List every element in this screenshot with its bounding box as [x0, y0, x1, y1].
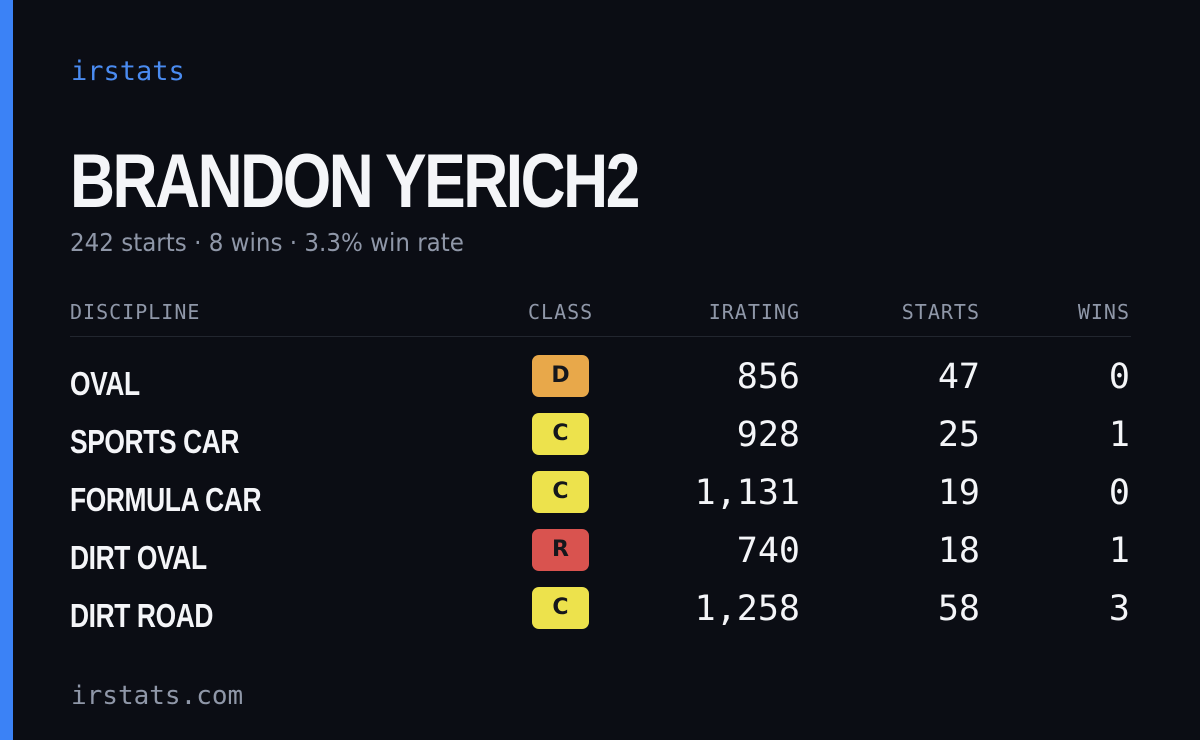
accent-bar: [0, 0, 13, 740]
wins-value: 1: [1108, 415, 1130, 455]
wins-value: 0: [1108, 357, 1130, 397]
irating-value: 740: [736, 531, 800, 571]
discipline-name: SPORTS CAR: [70, 423, 240, 460]
class-badge: D: [532, 355, 589, 397]
class-badge: C: [532, 471, 589, 513]
discipline-name: DIRT ROAD: [70, 597, 214, 634]
brand-logo[interactable]: irstats: [71, 56, 185, 87]
starts-value: 18: [937, 531, 980, 571]
class-badge: C: [532, 587, 589, 629]
irating-value: 856: [736, 357, 800, 397]
table-body: OVAL D 856 47 0 SPORTS CAR C 928 25 1 FO…: [70, 353, 1131, 643]
starts-value: 58: [937, 589, 980, 629]
player-summary: 242 starts · 8 wins · 3.3% win rate: [70, 228, 464, 257]
wins-value: 1: [1108, 531, 1130, 571]
table-header: DISCIPLINE CLASS IRATING STARTS WINS: [70, 296, 1131, 337]
separator: ·: [194, 228, 202, 257]
separator: ·: [289, 228, 298, 257]
header-wins: WINS: [1077, 300, 1130, 324]
discipline-name: FORMULA CAR: [70, 481, 262, 518]
wins-count: 8 wins: [208, 228, 283, 257]
starts-value: 19: [937, 473, 980, 513]
header-irating: IRATING: [708, 300, 800, 324]
table-row: DIRT ROAD C 1,258 58 3: [70, 585, 1131, 643]
irating-value: 1,258: [694, 589, 800, 629]
player-name: BRANDON YERICH2: [70, 139, 640, 224]
table-row: DIRT OVAL R 740 18 1: [70, 527, 1131, 585]
starts-value: 47: [937, 357, 980, 397]
starts-value: 25: [937, 415, 980, 455]
discipline-name: OVAL: [70, 365, 140, 402]
starts-count: 242 starts: [70, 228, 187, 257]
header-class: CLASS: [528, 300, 594, 324]
class-badge: R: [532, 529, 589, 571]
wins-value: 0: [1108, 473, 1130, 513]
stats-table: DISCIPLINE CLASS IRATING STARTS WINS OVA…: [70, 296, 1131, 643]
irating-value: 1,131: [694, 473, 800, 513]
table-row: SPORTS CAR C 928 25 1: [70, 411, 1131, 469]
win-rate: 3.3% win rate: [304, 228, 464, 257]
discipline-name: DIRT OVAL: [70, 539, 207, 576]
footer-url[interactable]: irstats.com: [71, 681, 244, 711]
class-badge: C: [532, 413, 589, 455]
table-row: OVAL D 856 47 0: [70, 353, 1131, 411]
irating-value: 928: [736, 415, 800, 455]
header-discipline: DISCIPLINE: [70, 300, 201, 324]
header-starts: STARTS: [901, 300, 980, 324]
table-row: FORMULA CAR C 1,131 19 0: [70, 469, 1131, 527]
wins-value: 3: [1108, 589, 1130, 629]
